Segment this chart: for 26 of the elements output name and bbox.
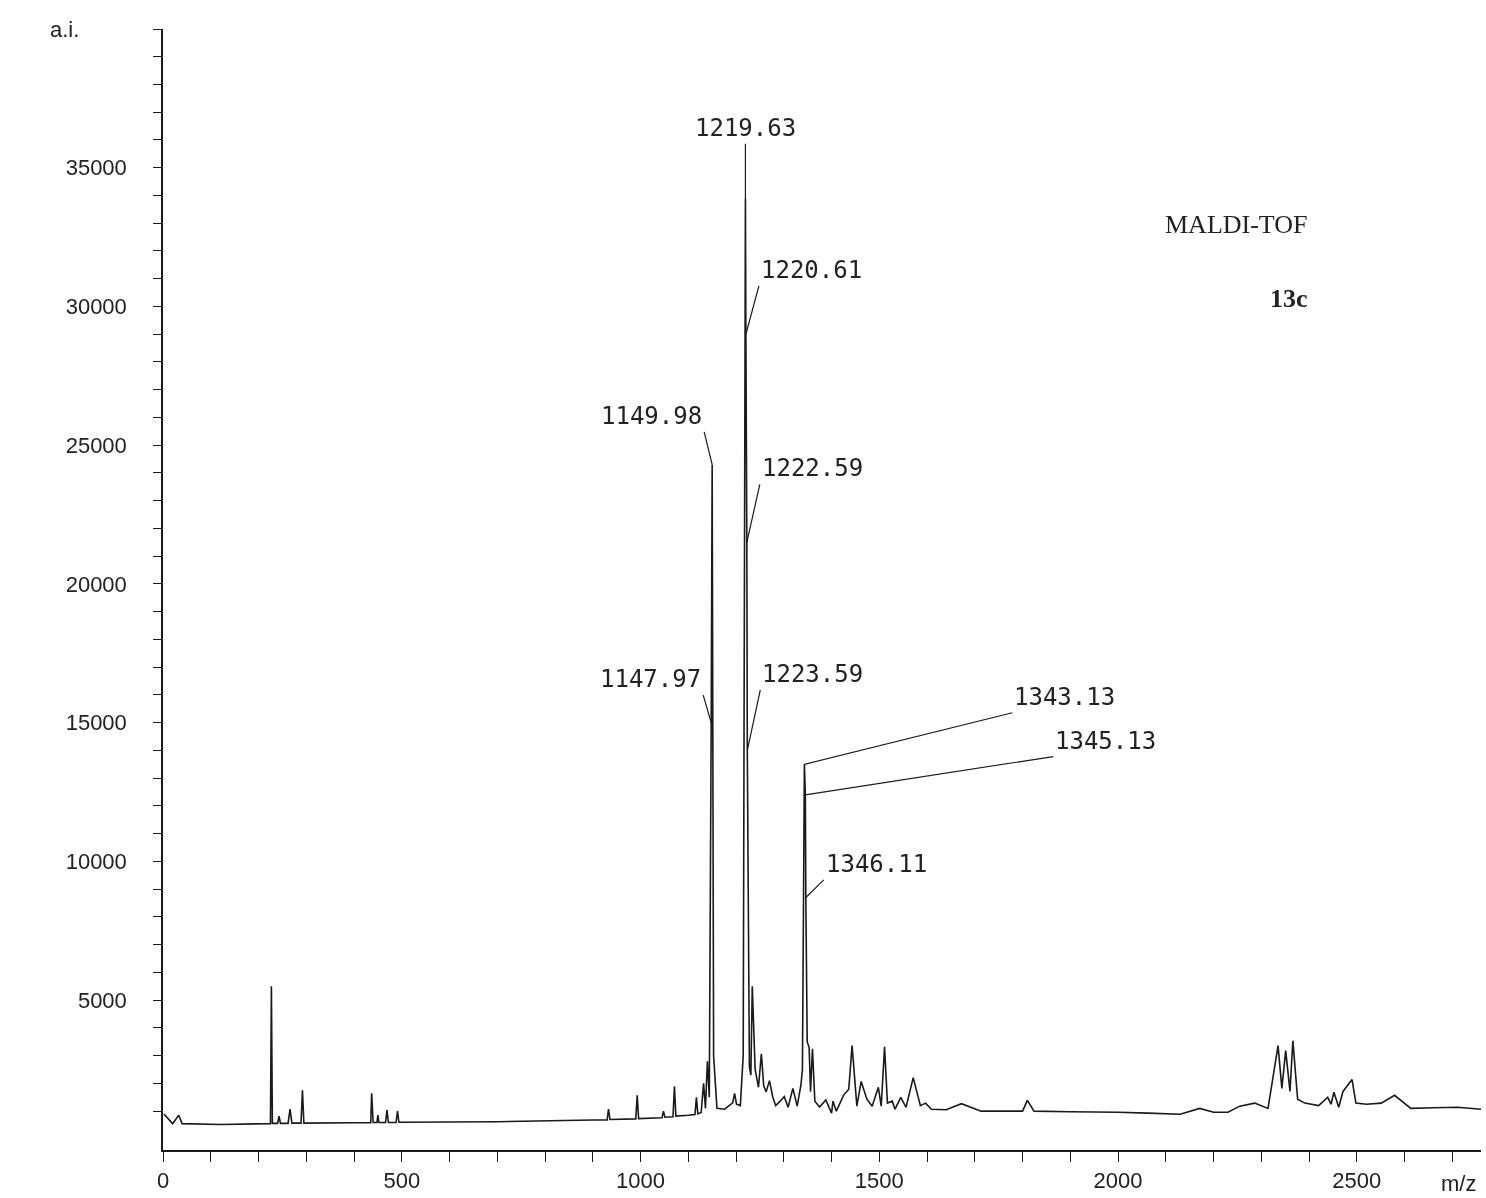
x-tick-label: 1500	[854, 1168, 904, 1194]
x-tick-label: 1000	[616, 1168, 666, 1194]
y-tick-label: 20000	[65, 571, 127, 597]
annotation: 1345.13	[1055, 727, 1157, 755]
annotation: 1343.13	[1014, 683, 1116, 711]
annotation: 1222.59	[762, 454, 864, 482]
annotation: 1149.98	[601, 402, 703, 430]
annotation: 1219.63	[695, 114, 797, 142]
y-tick-label: 10000	[65, 849, 127, 875]
annotation: 1223.59	[762, 660, 864, 688]
annotation: 1147.97	[600, 665, 702, 693]
y-tick-label: 30000	[65, 294, 127, 320]
annotation: 1220.61	[761, 256, 863, 284]
x-tick-label: 2500	[1332, 1168, 1382, 1194]
x-tick-label: 0	[156, 1168, 170, 1194]
annotation: 13c	[1270, 284, 1308, 313]
y-tick-label: 5000	[77, 987, 127, 1013]
y-tick-label: 35000	[65, 155, 127, 181]
annotation: 1346.11	[826, 850, 928, 878]
x-tick-label: 2000	[1093, 1168, 1143, 1194]
annotation: MALDI-TOF	[1165, 210, 1308, 239]
y-tick-label: 15000	[65, 710, 127, 736]
x-axis-title: m/z	[1441, 1171, 1477, 1196]
x-tick-label: 500	[383, 1168, 421, 1194]
y-axis-title: a.i.	[50, 17, 80, 42]
y-tick-label: 25000	[65, 432, 127, 458]
